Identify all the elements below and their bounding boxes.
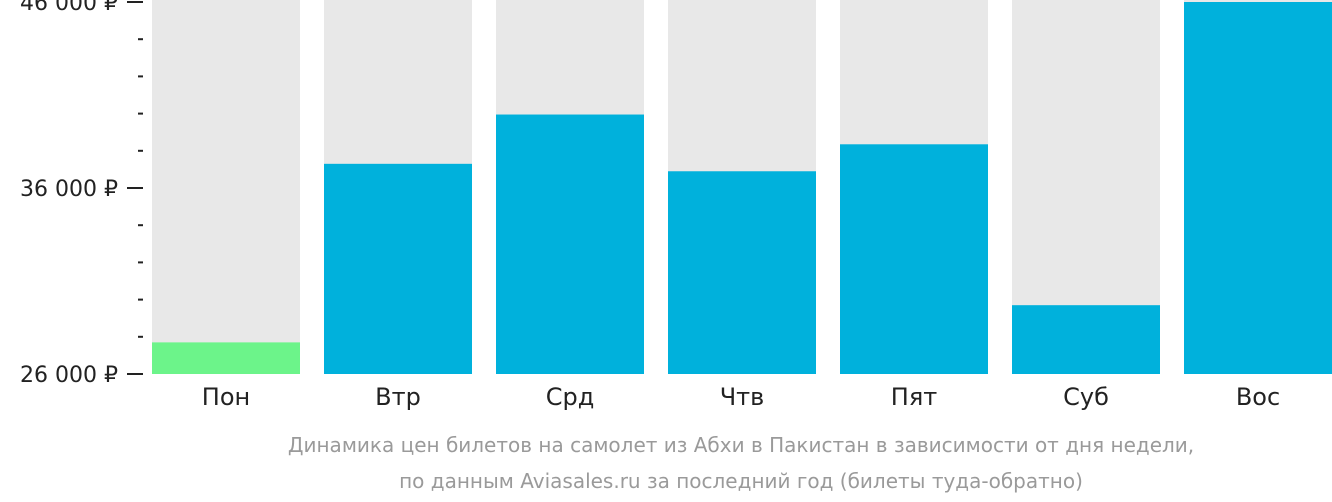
x-tick-label-4: Пят (891, 383, 937, 411)
x-axis-labels: Пон Втр Срд Чтв Пят Суб Вос (202, 383, 1280, 411)
bar-1[interactable] (324, 163, 472, 374)
bar-3[interactable] (668, 171, 816, 374)
bar-4[interactable] (840, 144, 988, 374)
caption-line-1: Динамика цен билетов на самолет из Абхи … (288, 433, 1194, 457)
y-axis: 26 000 ₽ 36 000 ₽ 46 000 ₽ (20, 0, 143, 388)
x-tick-label-6: Вос (1236, 383, 1280, 411)
bars (152, 2, 1332, 374)
bar-0[interactable] (152, 342, 300, 374)
y-tick-label-2: 46 000 ₽ (20, 0, 118, 16)
chart-caption: Динамика цен билетов на самолет из Абхи … (288, 433, 1194, 493)
bar-2[interactable] (496, 114, 644, 374)
bar-6[interactable] (1184, 2, 1332, 374)
x-tick-label-2: Срд (546, 383, 595, 411)
x-tick-label-5: Суб (1063, 383, 1109, 411)
caption-line-2: по данным Aviasales.ru за последний год … (399, 469, 1083, 493)
background-column-0 (152, 0, 300, 374)
x-tick-label-0: Пон (202, 383, 250, 411)
x-tick-label-3: Чтв (720, 383, 765, 411)
y-tick-label-1: 36 000 ₽ (20, 177, 118, 202)
x-tick-label-1: Втр (375, 383, 421, 411)
y-tick-label-0: 26 000 ₽ (20, 363, 118, 388)
bar-5[interactable] (1012, 305, 1160, 374)
